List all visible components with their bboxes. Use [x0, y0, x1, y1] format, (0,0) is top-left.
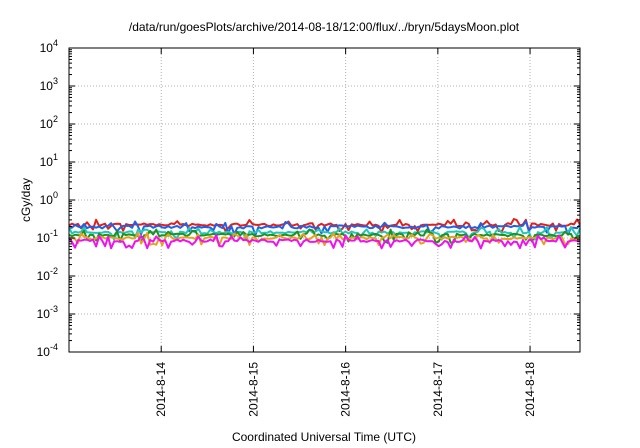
y-tick-label: 10-1: [37, 228, 58, 245]
series-line: [68, 220, 581, 236]
x-axis-label: Coordinated Universal Time (UTC): [232, 430, 416, 444]
x-tick-label: 2014-8-16: [339, 362, 353, 417]
x-tick-label: 2014-8-14: [154, 362, 168, 417]
y-axis-label: cGy/day: [19, 178, 33, 222]
series-line: [68, 228, 581, 244]
x-tick-label: 2014-8-15: [246, 362, 260, 417]
grid: [69, 48, 580, 352]
chart-title: /data/run/goesPlots/archive/2014-08-18/1…: [129, 20, 520, 34]
y-tick-label: 10-2: [37, 266, 58, 283]
x-tick-label: 2014-8-18: [523, 362, 537, 417]
y-tick-label: 10-4: [37, 342, 58, 359]
y-tick-label: 104: [40, 38, 58, 55]
y-tick-label: 103: [40, 76, 58, 93]
y-tick-label: 101: [40, 152, 58, 169]
y-tick-label: 10-3: [37, 304, 58, 321]
series-line: [68, 234, 581, 250]
series-layer: [68, 218, 581, 250]
y-tick-label: 100: [40, 190, 58, 207]
y-tick-label: 102: [40, 114, 58, 131]
ticks: 104 103 102 101 100 10-1 10-2 10-3 10-4 2014-8-14…: [37, 38, 580, 417]
x-tick-label: 2014-8-17: [431, 362, 445, 417]
series-line: [68, 231, 581, 247]
